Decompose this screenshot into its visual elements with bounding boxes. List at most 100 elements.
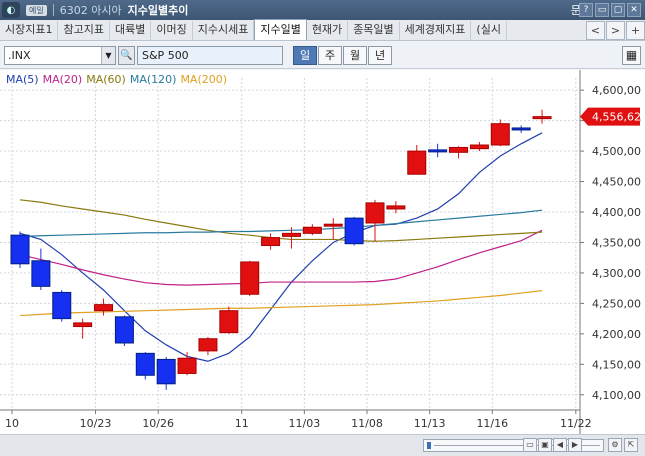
chevron-down-icon[interactable]: ▼ xyxy=(101,47,115,64)
x-tick-label: 11/13 xyxy=(414,417,446,430)
candle-body xyxy=(490,123,510,146)
grid-icon[interactable]: ▦ xyxy=(622,46,641,65)
x-tick-label: 11 xyxy=(235,417,249,430)
candle-body xyxy=(386,205,406,210)
legend-item[interactable]: MA(200) xyxy=(180,73,228,86)
candle-body xyxy=(261,237,281,247)
candle-body xyxy=(365,202,385,224)
current-price-tag xyxy=(580,107,640,126)
y-tick-label: 4,350,00 xyxy=(592,236,641,249)
candle-body xyxy=(114,316,134,344)
legend-item[interactable]: MA(5) xyxy=(6,73,39,86)
x-tick-label: 11/03 xyxy=(289,417,321,430)
candle-body xyxy=(31,260,51,287)
scroll-track xyxy=(434,445,600,446)
x-tick-label: 10/26 xyxy=(142,417,174,430)
question-icon[interactable]: ? xyxy=(579,3,593,17)
screen-code: 6302 아시아 xyxy=(59,4,122,17)
candle-body xyxy=(281,232,301,237)
x-tick-label: 11/08 xyxy=(351,417,383,430)
tab-9[interactable]: (실시 xyxy=(471,21,507,40)
candle-body xyxy=(532,116,552,120)
tab-8[interactable]: 세계경제지표 xyxy=(400,21,472,40)
symbol-value: .INX xyxy=(8,49,31,62)
window-badge: 예일 xyxy=(26,4,47,16)
x-tick-label: 11/16 xyxy=(476,417,508,430)
price-chart[interactable]: MA(5) MA(20) MA(60) MA(120) MA(200) 4,100,00… xyxy=(0,70,645,434)
ma-line-0 xyxy=(19,132,543,362)
y-tick-label: 4,300,00 xyxy=(592,267,641,280)
tab-0[interactable]: 시장지표1 xyxy=(0,21,59,40)
candle-body xyxy=(52,291,72,320)
tab-add-icon[interactable]: + xyxy=(626,21,645,40)
candle-body xyxy=(407,150,427,175)
candle-body xyxy=(198,338,218,352)
scroll-left-icon[interactable]: ◀ xyxy=(553,438,567,452)
ma-line-1 xyxy=(19,229,543,286)
y-tick-label: 4,500,00 xyxy=(592,145,641,158)
candle-body xyxy=(177,357,197,374)
current-price-label: 4,556,62 xyxy=(592,111,641,124)
index-name: S&P 500 xyxy=(137,46,283,65)
maximize-icon[interactable]: ▢ xyxy=(611,3,625,17)
y-tick-label: 4,450,00 xyxy=(592,176,641,189)
candle-body xyxy=(73,322,93,328)
settings-icon[interactable]: ⚙ xyxy=(608,438,622,452)
toolbar: .INX ▼ 🔍 S&P 500 일 주 월 년 ▦ xyxy=(0,42,645,69)
tab-1[interactable]: 참고지표 xyxy=(58,21,110,40)
y-tick-label: 4,150,00 xyxy=(592,358,641,371)
x-tick-label: 10/23 xyxy=(80,417,112,430)
minimize-icon[interactable]: ▭ xyxy=(595,3,609,17)
candle-body xyxy=(135,352,155,376)
tab-2[interactable]: 대륙별 xyxy=(110,21,152,40)
candle-body xyxy=(323,223,343,227)
symbol-combo[interactable]: .INX ▼ xyxy=(4,46,116,65)
close-icon[interactable]: ✕ xyxy=(627,3,641,17)
tab-prev-icon[interactable]: < xyxy=(586,21,605,40)
candle-body xyxy=(219,310,239,334)
period-day[interactable]: 일 xyxy=(293,46,317,65)
tab-7[interactable]: 종목일별 xyxy=(348,21,400,40)
y-tick-label: 4,250,00 xyxy=(592,297,641,310)
chart-canvas[interactable]: 4,100,00 4,150,00 4,200,00 4,250,00 4,300,00… xyxy=(0,70,645,434)
app-logo-icon: ◐ xyxy=(2,2,20,18)
ma-line-3 xyxy=(19,209,543,237)
legend-item[interactable]: MA(20) xyxy=(42,73,83,86)
tab-4[interactable]: 지수시세표 xyxy=(193,21,255,40)
search-icon[interactable]: 🔍 xyxy=(118,46,135,65)
zoom-out-icon[interactable]: ▭ xyxy=(523,438,537,452)
y-tick-label: 4,100,00 xyxy=(592,389,641,402)
tab-6[interactable]: 현재가 xyxy=(307,21,349,40)
candle-body xyxy=(10,234,30,265)
tab-bar: 시장지표1 참고지표 대륙별 이머징 지수시세표 지수일별 현재가 종목일별 세계경제지표 (실시… xyxy=(0,19,645,41)
candle-body xyxy=(94,304,114,312)
window-title: 지수일별추이 xyxy=(127,4,189,17)
ma-line-2 xyxy=(19,199,543,242)
legend-item[interactable]: MA(120) xyxy=(129,73,177,86)
candle-body xyxy=(428,149,448,153)
scroll-thumb[interactable] xyxy=(427,442,431,449)
candle-body xyxy=(156,358,176,385)
y-tick-label: 4,600,00 xyxy=(592,84,641,97)
ma-legend: MA(5) MA(20) MA(60) MA(120) MA(200) xyxy=(6,73,227,86)
zoom-in-icon[interactable]: ▣ xyxy=(538,438,552,452)
period-month[interactable]: 월 xyxy=(343,46,367,65)
tab-5[interactable]: 지수일별 xyxy=(254,19,307,40)
candle-body xyxy=(469,144,489,150)
title-bar: ◐ 예일 6302 아시아 지수일별추이 문의 ? ▭ ▢ ✕ xyxy=(0,0,645,20)
candle-body xyxy=(449,146,469,153)
bottom-bar: ▭ ▣ ◀ ▶ ⚙ ⇱ xyxy=(0,434,645,456)
y-tick-label: 4,400,00 xyxy=(592,206,641,219)
tab-3[interactable]: 이머징 xyxy=(151,21,193,40)
period-week[interactable]: 주 xyxy=(318,46,342,65)
legend-item[interactable]: MA(60) xyxy=(86,73,126,86)
ma-line-4 xyxy=(19,290,543,317)
candle-body xyxy=(302,226,322,234)
scroll-right-icon[interactable]: ▶ xyxy=(568,438,582,452)
expand-icon[interactable]: ⇱ xyxy=(624,438,638,452)
tab-next-icon[interactable]: > xyxy=(606,21,625,40)
period-year[interactable]: 년 xyxy=(368,46,392,65)
tab-nav: < > + xyxy=(586,21,645,40)
x-tick-label: 11/22 xyxy=(560,417,592,430)
window-controls: ? ▭ ▢ ✕ xyxy=(579,3,641,17)
